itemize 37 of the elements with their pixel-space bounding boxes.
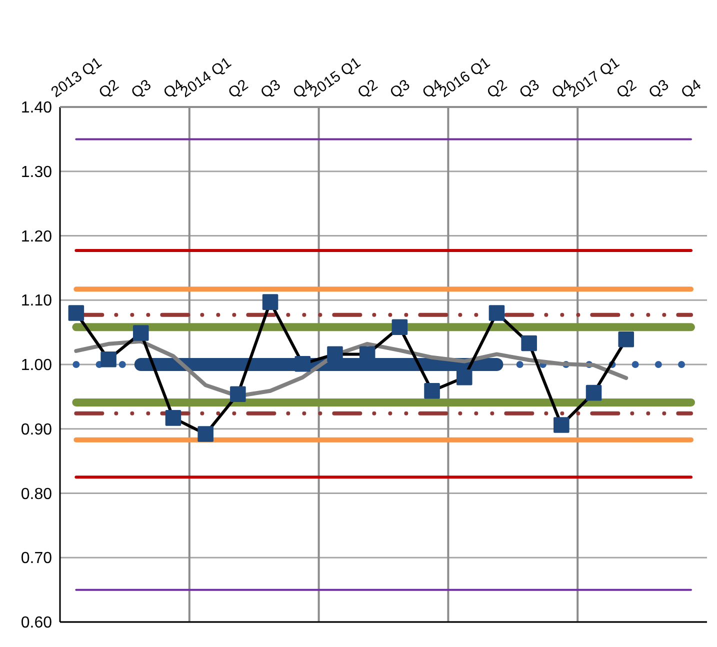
point [618, 332, 634, 348]
x-tick-label: Q2 [354, 76, 381, 102]
point [488, 305, 505, 321]
x-tick-label: Q2 [484, 76, 510, 102]
y-tick-label: 0.60 [20, 614, 52, 632]
x-tick-label: Q2 [96, 76, 122, 102]
point [68, 305, 84, 321]
y-tick-label: 1.40 [20, 100, 52, 117]
y-tick-label: 0.80 [20, 486, 52, 503]
point [198, 426, 214, 442]
point [230, 386, 246, 402]
y-tick-label: 0.90 [20, 421, 52, 438]
y-tick-label: 1.10 [20, 292, 52, 310]
point [424, 383, 440, 399]
y-tick-label: 0.70 [20, 550, 52, 568]
y-tick-label: 1.20 [20, 228, 52, 246]
point [392, 319, 408, 336]
y-tick-label: 1.30 [20, 164, 52, 181]
point [456, 369, 472, 386]
point [165, 410, 182, 426]
x-tick-label: Q3 [646, 76, 672, 102]
y-tick-label: 1.00 [20, 357, 52, 374]
point [132, 325, 149, 341]
point [100, 351, 116, 368]
x-tick-label: Q3 [516, 76, 543, 102]
point [554, 417, 570, 433]
x-tick-label: Q2 [613, 76, 640, 102]
x-tick-label: Q2 [225, 76, 252, 102]
x-tick-label: Q3 [387, 76, 414, 102]
point [327, 346, 343, 362]
point [294, 356, 311, 372]
point [262, 294, 278, 310]
point [521, 335, 537, 352]
x-tick-label: Q3 [128, 76, 154, 102]
point [586, 384, 602, 401]
x-tick-label: Q3 [258, 76, 284, 102]
x-tick-label: Q4 [678, 76, 704, 102]
